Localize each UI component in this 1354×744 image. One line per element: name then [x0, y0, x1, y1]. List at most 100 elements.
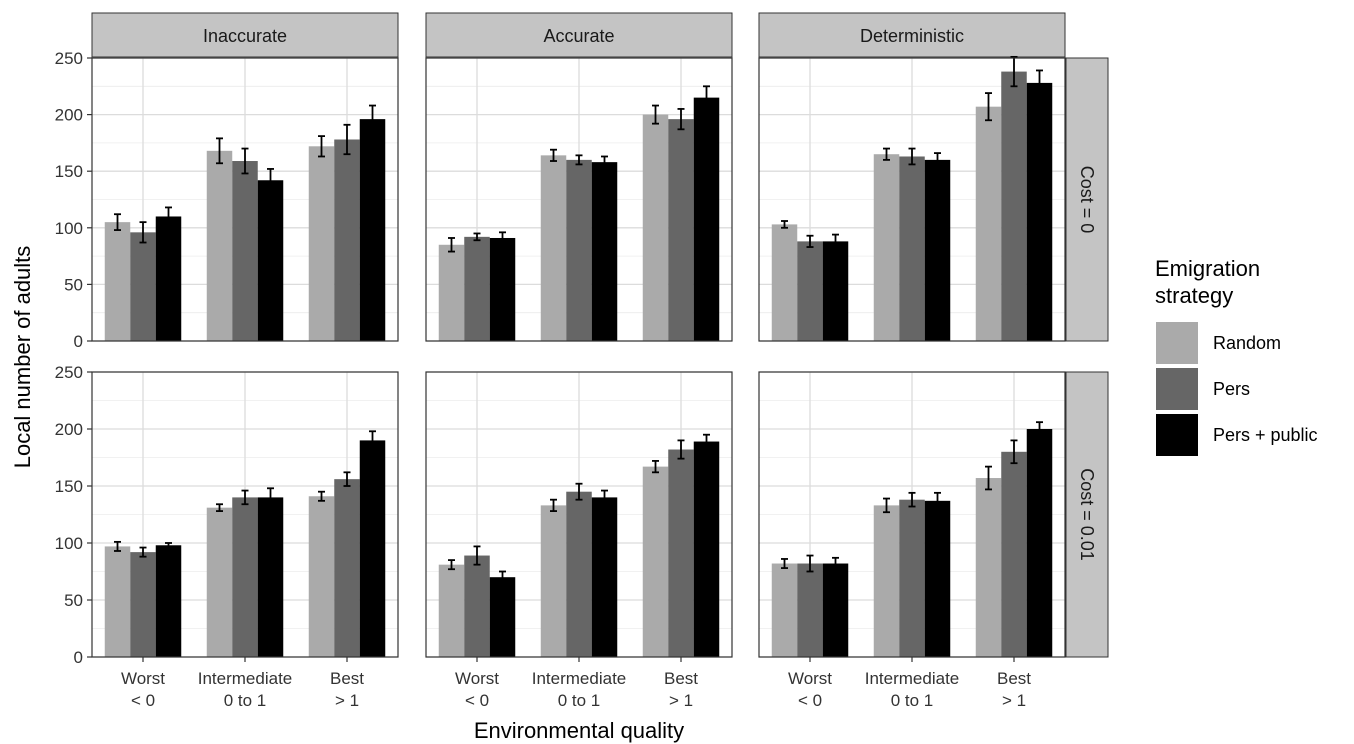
x-tick-label-0-to-1: 0 to 1 — [891, 691, 934, 710]
x-tick-label-0: < 0 — [465, 691, 489, 710]
bar-pers-best — [334, 139, 360, 341]
bar-pers-public-worst — [489, 577, 516, 657]
bar-pers-intermediate — [566, 491, 592, 657]
bar-random-worst — [438, 244, 465, 341]
bar-random-best — [308, 496, 335, 657]
panel-0-0-border — [91, 57, 399, 342]
bar-random-intermediate — [540, 155, 567, 341]
bar-pers-worst — [130, 232, 156, 341]
panel-0-2-border — [758, 57, 1066, 342]
y-tick-label: 0 — [74, 648, 83, 667]
x-tick-label-worst: Worst — [455, 669, 499, 688]
bar-pers-public-best — [693, 97, 720, 342]
x-tick-label-intermediate: Intermediate — [198, 669, 293, 688]
y-tick-label: 250 — [55, 49, 83, 68]
x-tick-label-intermediate: Intermediate — [865, 669, 960, 688]
y-tick-label: 100 — [55, 534, 83, 553]
y-axis-title: Local number of adults — [10, 246, 35, 469]
bar-random-intermediate — [540, 505, 567, 657]
x-tick-label-intermediate: Intermediate — [532, 669, 627, 688]
x-tick-label-worst: Worst — [788, 669, 832, 688]
column-strip-label-deterministic: Deterministic — [860, 26, 964, 46]
bar-pers-public-intermediate — [257, 497, 284, 657]
x-tick-label-1: > 1 — [669, 691, 693, 710]
legend-label-random: Random — [1213, 333, 1281, 353]
bar-pers-public-worst — [155, 216, 182, 341]
y-tick-label: 50 — [64, 591, 83, 610]
bar-pers-public-best — [1026, 429, 1053, 657]
x-tick-label-0-to-1: 0 to 1 — [558, 691, 601, 710]
bar-pers-best — [668, 119, 694, 342]
bar-pers-public-best — [1026, 82, 1053, 342]
bar-pers-intermediate — [232, 497, 258, 657]
x-tick-label-best: Best — [664, 669, 698, 688]
bar-pers-public-worst — [489, 237, 516, 341]
column-strip-label-inaccurate: Inaccurate — [203, 26, 287, 46]
x-tick-label-best: Best — [330, 669, 364, 688]
x-tick-label-worst: Worst — [121, 669, 165, 688]
bar-pers-best — [1001, 451, 1027, 657]
bar-pers-public-worst — [822, 563, 849, 657]
bar-pers-public-intermediate — [591, 497, 618, 657]
y-tick-label: 200 — [55, 420, 83, 439]
row-strip-label-cost-0: Cost = 0 — [1077, 166, 1097, 234]
bar-random-worst — [771, 563, 798, 657]
y-tick-label: 150 — [55, 477, 83, 496]
legend-label-pers: Pers — [1213, 379, 1250, 399]
bar-random-worst — [438, 564, 465, 657]
row-strip-label-cost-0-01: Cost = 0.01 — [1077, 468, 1097, 561]
y-tick-label: 100 — [55, 219, 83, 238]
bar-pers-public-intermediate — [924, 159, 951, 341]
y-tick-label: 50 — [64, 275, 83, 294]
bar-pers-worst — [464, 555, 490, 657]
x-tick-label-1: > 1 — [1002, 691, 1026, 710]
bar-pers-public-intermediate — [257, 180, 284, 341]
bar-pers-worst — [797, 563, 823, 657]
y-tick-label: 250 — [55, 363, 83, 382]
panel-0-1-border — [425, 57, 733, 342]
column-strip-inaccurate — [91, 12, 399, 58]
bar-random-intermediate — [206, 507, 233, 657]
bar-pers-public-best — [359, 440, 386, 657]
x-tick-label-0: < 0 — [798, 691, 822, 710]
bar-pers-public-intermediate — [924, 500, 951, 657]
bar-pers-intermediate — [232, 161, 258, 341]
x-tick-label-best: Best — [997, 669, 1031, 688]
bar-random-intermediate — [873, 154, 900, 341]
bar-pers-worst — [464, 236, 490, 341]
x-tick-label-0-to-1: 0 to 1 — [224, 691, 267, 710]
column-strip-deterministic — [758, 12, 1066, 58]
x-axis-title: Environmental quality — [474, 718, 684, 743]
legend-title-line-2: strategy — [1155, 283, 1233, 308]
row-strip-cost-0 — [1065, 57, 1109, 342]
bar-pers-public-best — [693, 441, 720, 657]
bar-random-best — [975, 106, 1002, 342]
column-strip-accurate — [425, 12, 733, 58]
column-strip-label-accurate: Accurate — [543, 26, 614, 46]
x-tick-label-0: < 0 — [131, 691, 155, 710]
bar-random-worst — [104, 222, 131, 341]
bar-pers-best — [668, 449, 694, 657]
bar-random-worst — [771, 224, 798, 341]
bar-pers-intermediate — [899, 156, 925, 341]
bar-random-best — [975, 478, 1002, 657]
bar-pers-intermediate — [899, 499, 925, 657]
bar-random-best — [642, 114, 669, 341]
bar-pers-best — [1001, 71, 1027, 342]
bar-random-best — [642, 466, 669, 657]
bar-pers-worst — [797, 241, 823, 341]
row-strip-cost-0-01 — [1065, 371, 1109, 658]
bar-pers-public-worst — [822, 241, 849, 341]
bar-pers-public-best — [359, 119, 386, 342]
bar-random-intermediate — [873, 505, 900, 657]
legend-key-random — [1156, 322, 1198, 364]
legend-key-pers — [1156, 368, 1198, 410]
y-tick-label: 200 — [55, 106, 83, 125]
bar-pers-worst — [130, 552, 156, 657]
bar-pers-public-worst — [155, 545, 182, 657]
bar-random-worst — [104, 546, 131, 657]
legend-title-line-1: Emigration — [1155, 256, 1260, 281]
bar-random-intermediate — [206, 150, 233, 341]
y-tick-label: 150 — [55, 162, 83, 181]
